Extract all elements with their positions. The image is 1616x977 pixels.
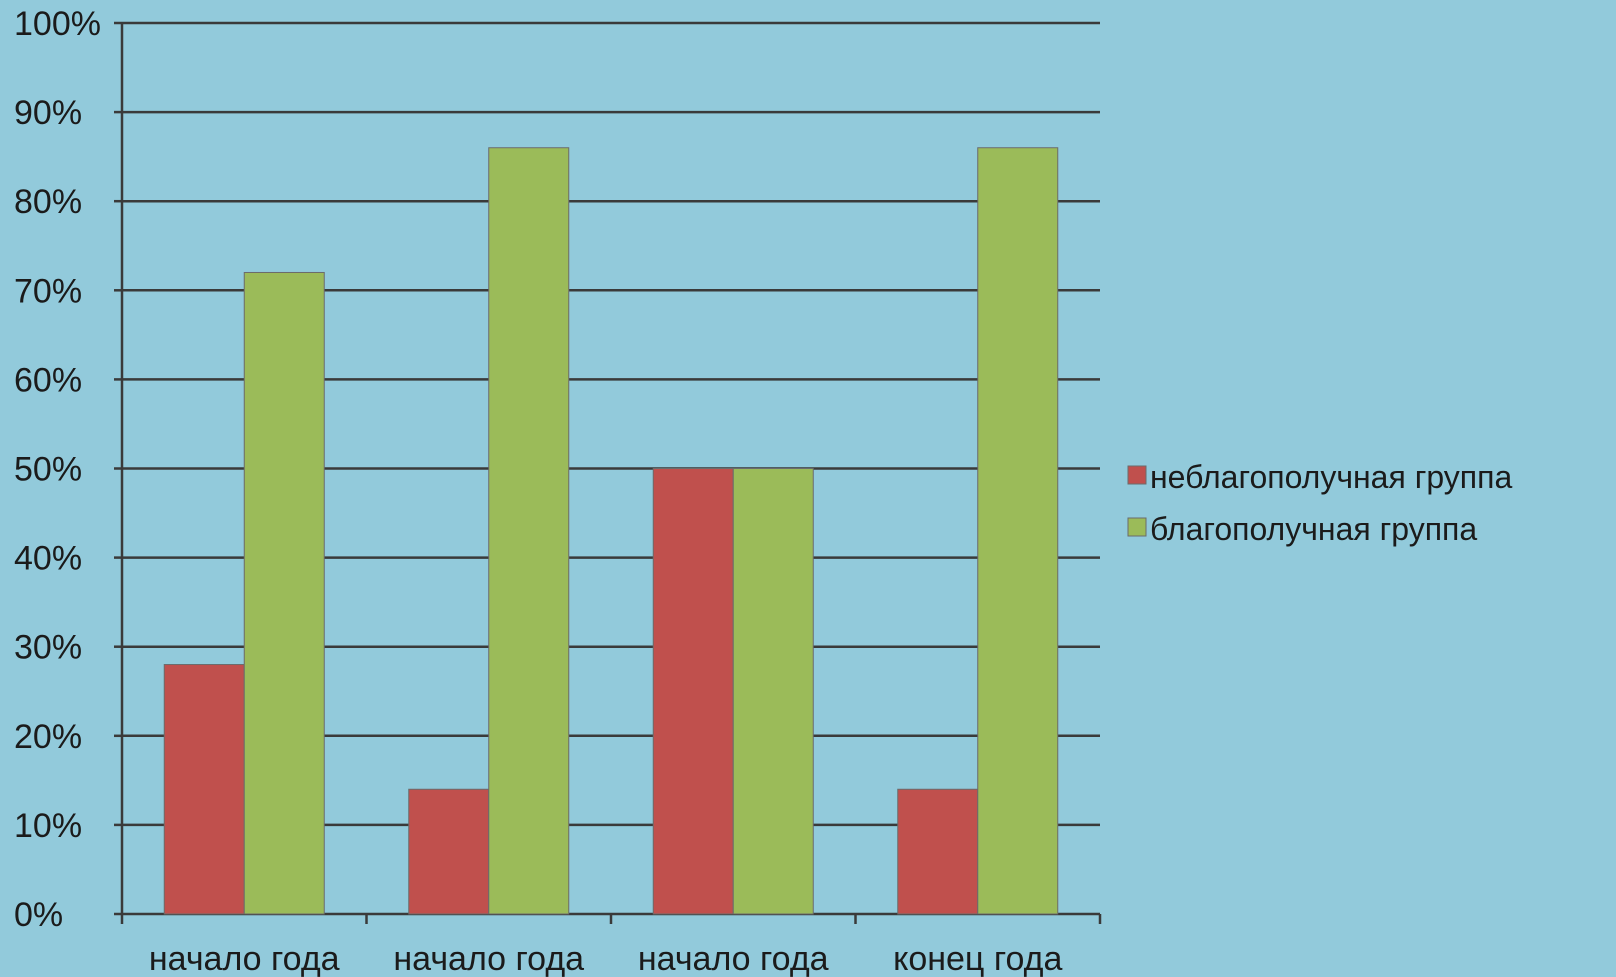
legend: неблагополучная группа благополучная груп…	[1127, 459, 1512, 547]
x-category-label: конец года	[893, 940, 1062, 977]
legend-label: благополучная группа	[1150, 511, 1477, 547]
bar-unfavorable	[652, 468, 734, 915]
bar-favorable	[243, 271, 325, 915]
y-tick-label: 70%	[14, 272, 82, 310]
y-tick-label: 90%	[14, 94, 82, 132]
y-tick-label: 80%	[14, 183, 82, 221]
legend-label: неблагополучная группа	[1150, 459, 1512, 495]
legend-swatch	[1127, 517, 1147, 537]
bars	[163, 147, 1059, 915]
bar-unfavorable	[897, 788, 979, 915]
y-tick-label: 100%	[14, 5, 101, 43]
x-category-label: начало года	[393, 940, 584, 977]
y-tick-label: 40%	[14, 540, 82, 578]
legend-swatch	[1127, 465, 1147, 485]
x-category-label: начало года	[638, 940, 829, 977]
bar-favorable	[977, 147, 1059, 915]
y-tick-label: 30%	[14, 629, 82, 667]
y-tick-label: 10%	[14, 807, 82, 845]
bar-unfavorable	[163, 664, 245, 915]
y-tick-label: 0%	[14, 896, 63, 934]
bar-favorable	[732, 468, 814, 915]
bar-favorable	[488, 147, 570, 915]
bar-unfavorable	[408, 788, 490, 915]
y-axis-tick-labels: 0% 10% 20% 30% 40% 50% 60% 70% 80% 90% 100%	[14, 5, 101, 934]
x-category-label: начало года	[149, 940, 340, 977]
y-tick-label: 50%	[14, 451, 82, 489]
x-axis-category-labels: начало года начало года начало года конец г…	[149, 940, 1063, 977]
y-tick-label: 20%	[14, 718, 82, 756]
y-tick-label: 60%	[14, 361, 82, 399]
